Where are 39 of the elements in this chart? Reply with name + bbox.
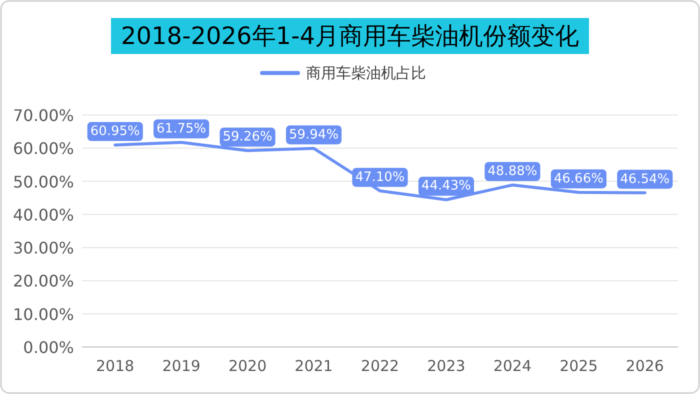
- data-label: 47.10%: [352, 168, 408, 187]
- data-label: 44.43%: [421, 178, 472, 194]
- y-tick-label: 10.00%: [12, 304, 74, 324]
- y-tick-label: 50.00%: [12, 172, 74, 192]
- x-tick-label: 2023: [427, 357, 466, 375]
- data-label: 59.94%: [286, 125, 342, 144]
- data-label: 46.66%: [554, 171, 604, 186]
- data-label: 46.54%: [620, 172, 670, 187]
- legend-label: 商用车柴油机占比: [306, 64, 426, 82]
- y-tick-label: 30.00%: [12, 238, 74, 258]
- data-label: 61.75%: [156, 121, 206, 136]
- data-label: 59.26%: [220, 128, 276, 147]
- y-tick-label: 40.00%: [12, 205, 74, 224]
- x-tick-label: 2024: [493, 357, 532, 375]
- title: 2018-2026年1-4月商用车柴油机份额变化: [111, 18, 589, 54]
- x-tick-label: 2019: [162, 357, 200, 375]
- y-tick-label: 70.00%: [12, 106, 74, 125]
- legend: 商用车柴油机占比: [260, 64, 426, 82]
- data-label: 59.94%: [288, 127, 339, 142]
- x-tick-label: 2025: [560, 357, 598, 375]
- x-tick-label: 2020: [228, 357, 267, 375]
- data-label: 46.66%: [550, 169, 606, 188]
- x-tick-label: 2018: [96, 357, 134, 375]
- data-label: 46.54%: [617, 170, 673, 189]
- data-label: 60.95%: [87, 122, 143, 141]
- data-label: 59.26%: [222, 130, 272, 145]
- x-tick-label: 2021: [294, 357, 333, 375]
- y-tick-label: 0.00%: [23, 338, 74, 357]
- y-tick-label: 20.00%: [12, 272, 74, 291]
- data-label: 60.95%: [90, 124, 140, 139]
- x-tick-label: 2022: [360, 357, 400, 375]
- data-label: 44.43%: [418, 176, 474, 196]
- data-label: 48.88%: [488, 164, 538, 179]
- data-label: 48.88%: [484, 162, 540, 181]
- chart-title: 2018-2026年1-4月商用车柴油机份额变化: [120, 22, 580, 50]
- data-label: 61.75%: [154, 119, 210, 138]
- y-tick-label: 60.00%: [12, 139, 74, 158]
- data-label: 47.10%: [355, 170, 405, 185]
- x-tick-label: 2026: [626, 357, 664, 375]
